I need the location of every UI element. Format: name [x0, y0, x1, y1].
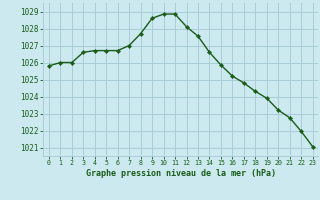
X-axis label: Graphe pression niveau de la mer (hPa): Graphe pression niveau de la mer (hPa)	[86, 169, 276, 178]
